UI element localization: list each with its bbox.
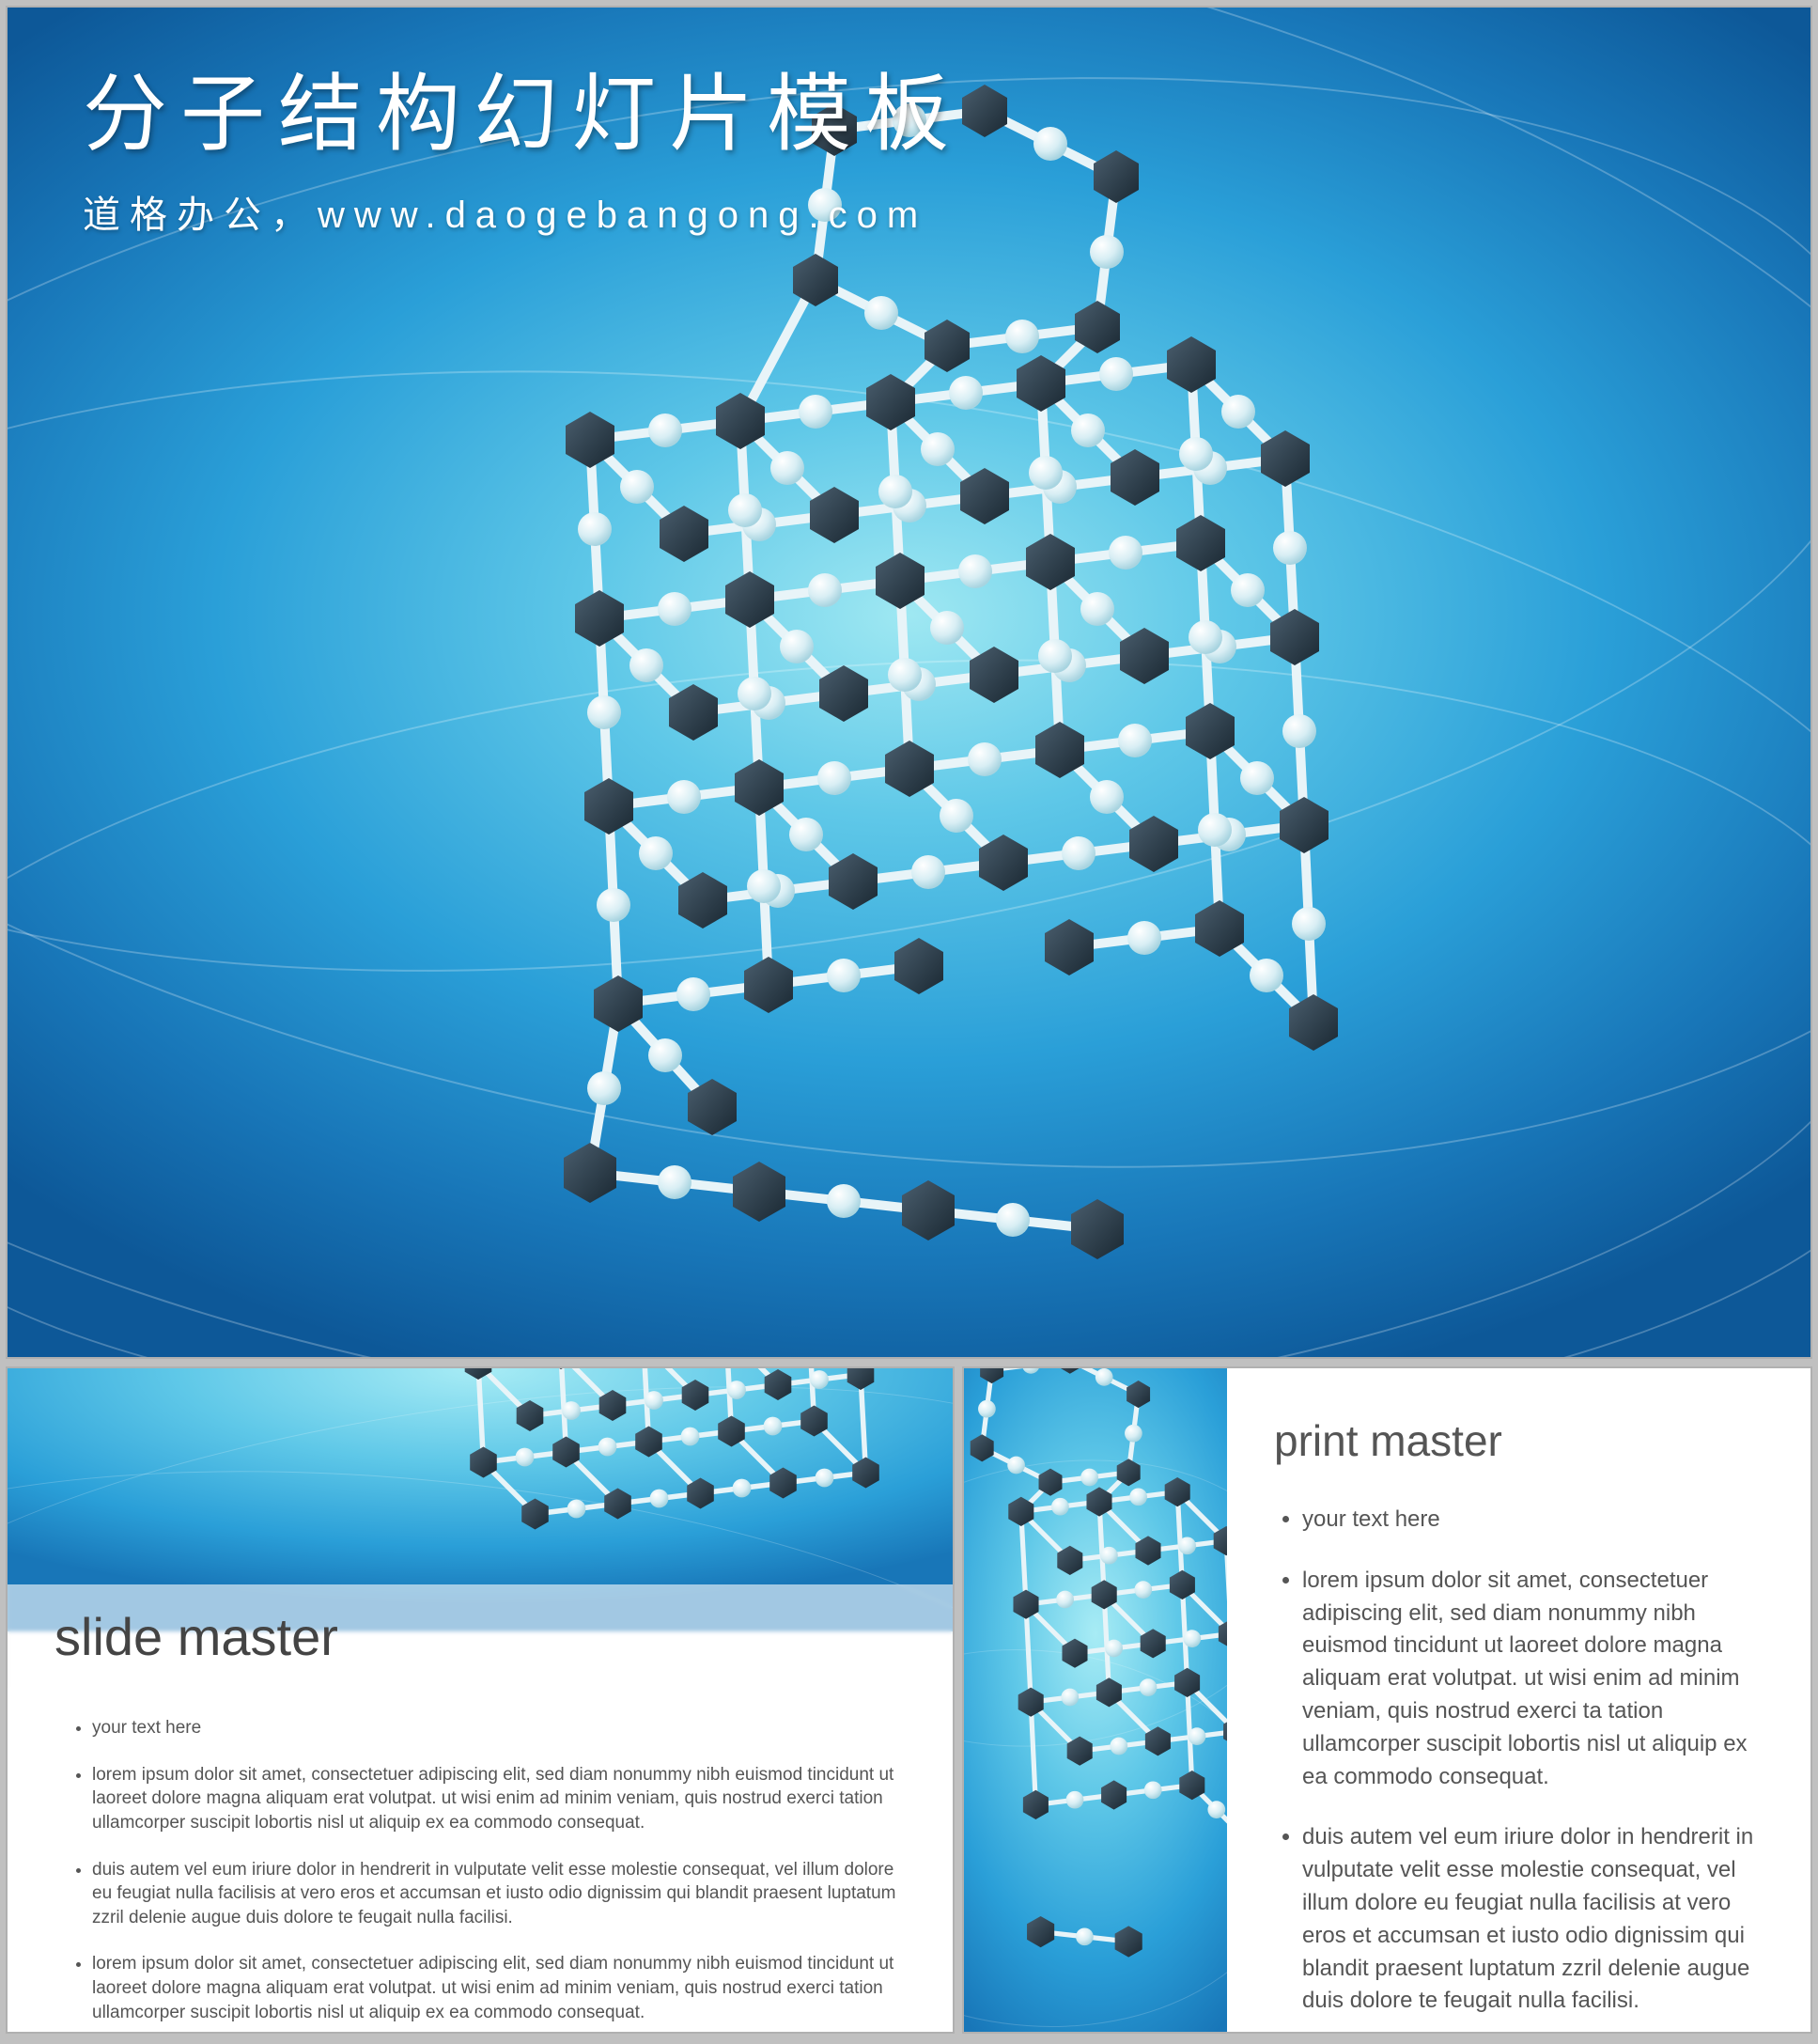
bullet-item: your text here: [1302, 1504, 1764, 1537]
slide-master-title: slide master: [54, 1606, 338, 1667]
print-master-title: print master: [1274, 1415, 1764, 1466]
title-text-block: 分子结构幻灯片模板 道格办公，www.daogebangong.com: [83, 45, 962, 239]
slide-master-content: your text here lorem ipsum dolor sit ame…: [64, 1716, 896, 2034]
template-preview: 分子结构幻灯片模板 道格办公，www.daogebangong.com: [6, 6, 1812, 2038]
bullet-item: lorem ipsum dolor sit amet, consectetuer…: [92, 1763, 896, 1835]
bullet-item: duis autem vel eum iriure dolor in hendr…: [92, 1858, 896, 1930]
print-master-text: print master your text here lorem ipsum …: [1227, 1368, 1810, 2032]
title-slide: 分子结构幻灯片模板 道格办公，www.daogebangong.com: [6, 6, 1812, 1359]
slide-title-subheading: 道格办公，www.daogebangong.com: [83, 184, 962, 239]
bullet-item: lorem ipsum dolor sit amet, consectetuer…: [1302, 1565, 1764, 1794]
slide-master-title-band: slide master: [8, 1584, 953, 1688]
bullet-item: lorem ipsum dolor sit amet, consectetuer…: [92, 1952, 896, 2024]
print-master-image: [964, 1368, 1227, 2032]
slide-title-heading: 分子结构幻灯片模板: [83, 45, 962, 167]
molecule-structure-small: [964, 1368, 1227, 2005]
molecule-structure: [383, 55, 1511, 1351]
bottom-thumbnails: slide master your text here lorem ipsum …: [6, 1366, 1812, 2034]
bullet-item: duis autem vel eum iriure dolor in hendr…: [1302, 1821, 1764, 2018]
slide-master-thumbnail: slide master your text here lorem ipsum …: [6, 1366, 955, 2034]
print-master-thumbnail: print master your text here lorem ipsum …: [962, 1366, 1812, 2034]
bullet-item: your text here: [92, 1716, 896, 1740]
